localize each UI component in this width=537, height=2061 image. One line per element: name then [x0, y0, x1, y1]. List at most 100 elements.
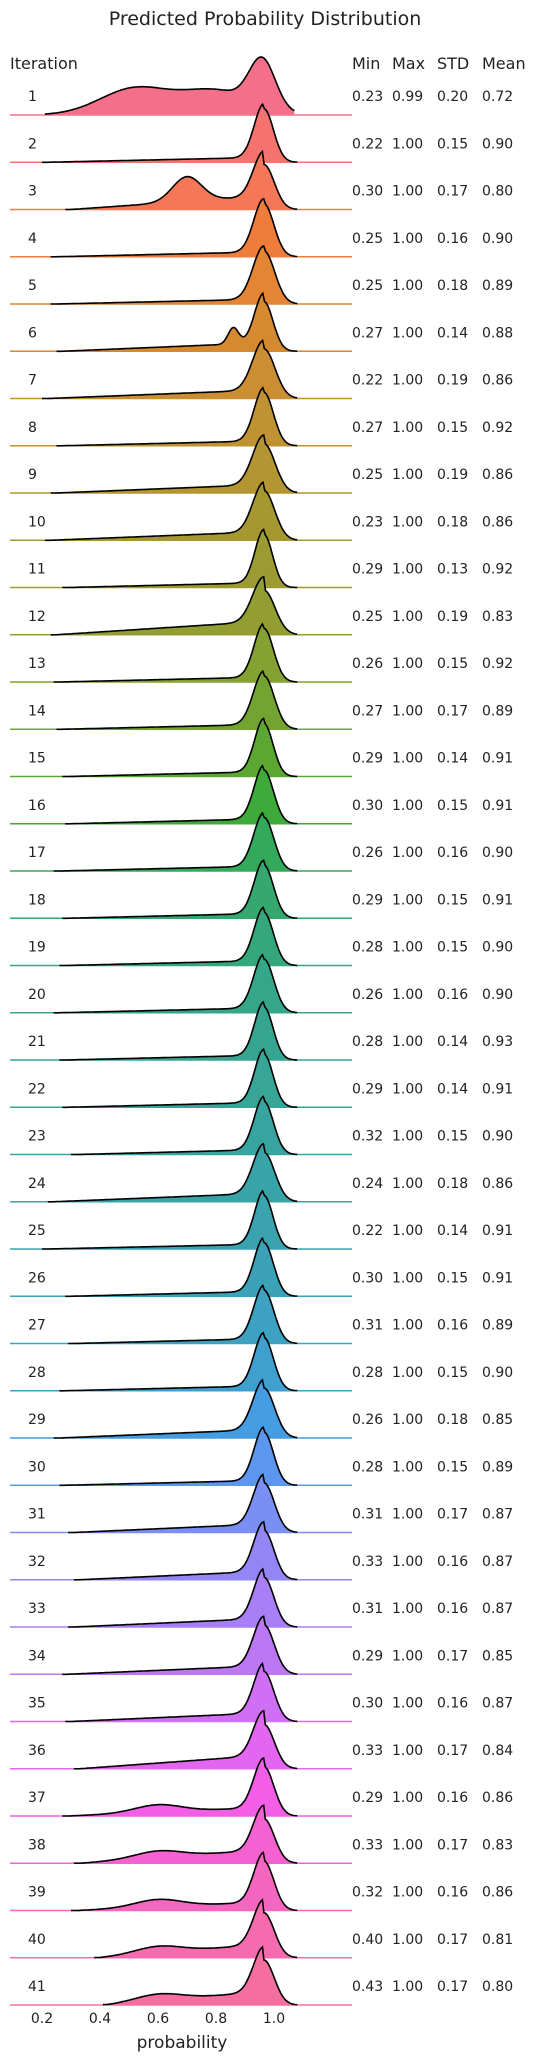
iteration-label: 7: [28, 373, 37, 389]
mean-value: 0.91: [482, 751, 513, 767]
std-value: 0.16: [437, 1696, 468, 1712]
mean-value: 0.93: [482, 1034, 513, 1050]
max-value: 1.00: [392, 136, 423, 152]
ridge-density-line: [59, 906, 298, 967]
mean-column-header: Mean: [482, 54, 526, 73]
std-value: 0.18: [437, 1412, 468, 1428]
std-value: 0.15: [437, 892, 468, 908]
ridge-density-line: [53, 811, 298, 872]
iteration-label: 22: [28, 1081, 46, 1097]
std-value: 0.14: [437, 1223, 468, 1239]
ridge-density-line: [56, 669, 298, 731]
min-value: 0.31: [352, 1601, 383, 1617]
min-value: 0.23: [352, 89, 383, 105]
min-value: 0.31: [352, 1507, 383, 1523]
iteration-label: 13: [28, 656, 46, 672]
mean-value: 0.91: [482, 1223, 513, 1239]
min-value: 0.22: [352, 373, 383, 389]
min-value: 0.25: [352, 467, 383, 483]
ridge-density-line: [42, 1189, 298, 1250]
std-value: 0.16: [437, 987, 468, 1003]
ridge-row-10: 10 0.23 1.00 0.18 0.86: [10, 480, 513, 542]
max-value: 1.00: [392, 562, 423, 578]
min-value: 0.25: [352, 278, 383, 294]
iteration-label: 16: [28, 798, 46, 814]
mean-value: 0.83: [482, 609, 513, 625]
ridge-density-line: [73, 1520, 298, 1581]
ridge-row-14: 14 0.27 1.00 0.17 0.89: [10, 669, 513, 731]
ridge-area: [62, 860, 298, 919]
iteration-label: 40: [28, 1932, 46, 1948]
ridge-row-4: 4 0.25 1.00 0.16 0.90: [10, 197, 513, 258]
min-value: 0.30: [352, 184, 383, 200]
mean-value: 0.84: [482, 1743, 513, 1759]
iteration-label: 38: [28, 1837, 46, 1853]
std-value: 0.16: [437, 1790, 468, 1806]
ridge-row-21: 21 0.28 1.00 0.14 0.93: [10, 1000, 513, 1061]
mean-value: 0.86: [482, 1885, 513, 1901]
ridge-row-39: 39 0.32 1.00 0.16 0.86: [10, 1851, 513, 1912]
mean-value: 0.87: [482, 1601, 513, 1617]
ridge-density-line: [94, 1898, 298, 1959]
ridge-row-3: 3 0.30 1.00 0.17 0.80: [10, 149, 513, 211]
min-value: 0.30: [352, 1696, 383, 1712]
std-value: 0.15: [437, 420, 468, 436]
max-value: 1.00: [392, 420, 423, 436]
x-axis-label: probability: [137, 2033, 228, 2053]
max-column-header: Max: [392, 54, 425, 73]
mean-value: 0.90: [482, 136, 513, 152]
ridge-area: [62, 529, 298, 588]
ridge-density-line: [62, 717, 298, 778]
x-tick-label: 1.0: [263, 2011, 285, 2027]
ridge-area: [73, 1710, 298, 1769]
std-value: 0.14: [437, 751, 468, 767]
mean-value: 0.90: [482, 845, 513, 861]
iteration-label: 27: [28, 1318, 46, 1334]
ridge-row-5: 5 0.25 1.00 0.18 0.89: [10, 244, 513, 305]
iteration-label: 32: [28, 1554, 46, 1570]
max-value: 1.00: [392, 1743, 423, 1759]
min-value: 0.29: [352, 1648, 383, 1664]
ridge-row-26: 26 0.30 1.00 0.15 0.91: [10, 1236, 513, 1298]
iteration-label: 9: [28, 467, 37, 483]
std-column-header: STD: [437, 54, 469, 73]
ridge-area: [59, 907, 298, 966]
ridge-row-2: 2 0.22 1.00 0.15 0.90: [10, 102, 513, 164]
max-value: 1.00: [392, 1932, 423, 1948]
iteration-label: 41: [28, 1979, 46, 1995]
max-value: 1.00: [392, 1412, 423, 1428]
x-tick-label: 0.6: [147, 2011, 169, 2027]
min-value: 0.23: [352, 514, 383, 530]
mean-value: 0.80: [482, 184, 513, 200]
iteration-label: 4: [28, 231, 37, 247]
ridge-row-15: 15 0.29 1.00 0.14 0.91: [10, 717, 513, 778]
max-value: 1.00: [392, 656, 423, 672]
iteration-label: 33: [28, 1601, 46, 1617]
ridge-density-line: [62, 859, 298, 920]
max-value: 1.00: [392, 467, 423, 483]
std-value: 0.17: [437, 1837, 468, 1853]
std-value: 0.18: [437, 514, 468, 530]
ridge-density-line: [47, 1142, 298, 1203]
std-value: 0.19: [437, 467, 468, 483]
max-value: 1.00: [392, 1601, 423, 1617]
ridge-area: [50, 246, 298, 304]
iteration-label: 34: [28, 1648, 46, 1664]
ridge-row-24: 24 0.24 1.00 0.18 0.86: [10, 1142, 513, 1203]
max-value: 1.00: [392, 987, 423, 1003]
mean-value: 0.92: [482, 656, 513, 672]
max-value: 1.00: [392, 1885, 423, 1901]
min-value: 0.25: [352, 609, 383, 625]
iteration-label: 2: [28, 136, 37, 152]
x-tick-label: 0.2: [31, 2011, 53, 2027]
mean-value: 0.87: [482, 1507, 513, 1523]
ridge-density-line: [65, 1236, 298, 1298]
min-value: 0.26: [352, 656, 383, 672]
ridge-area: [53, 813, 298, 871]
x-axis: 0.2 0.4 0.6 0.8 1.0: [31, 2011, 285, 2027]
mean-value: 0.90: [482, 231, 513, 247]
std-value: 0.15: [437, 1459, 468, 1475]
iteration-label: 30: [28, 1459, 46, 1475]
ridge-row-7: 7 0.22 1.00 0.19 0.86: [10, 339, 513, 400]
